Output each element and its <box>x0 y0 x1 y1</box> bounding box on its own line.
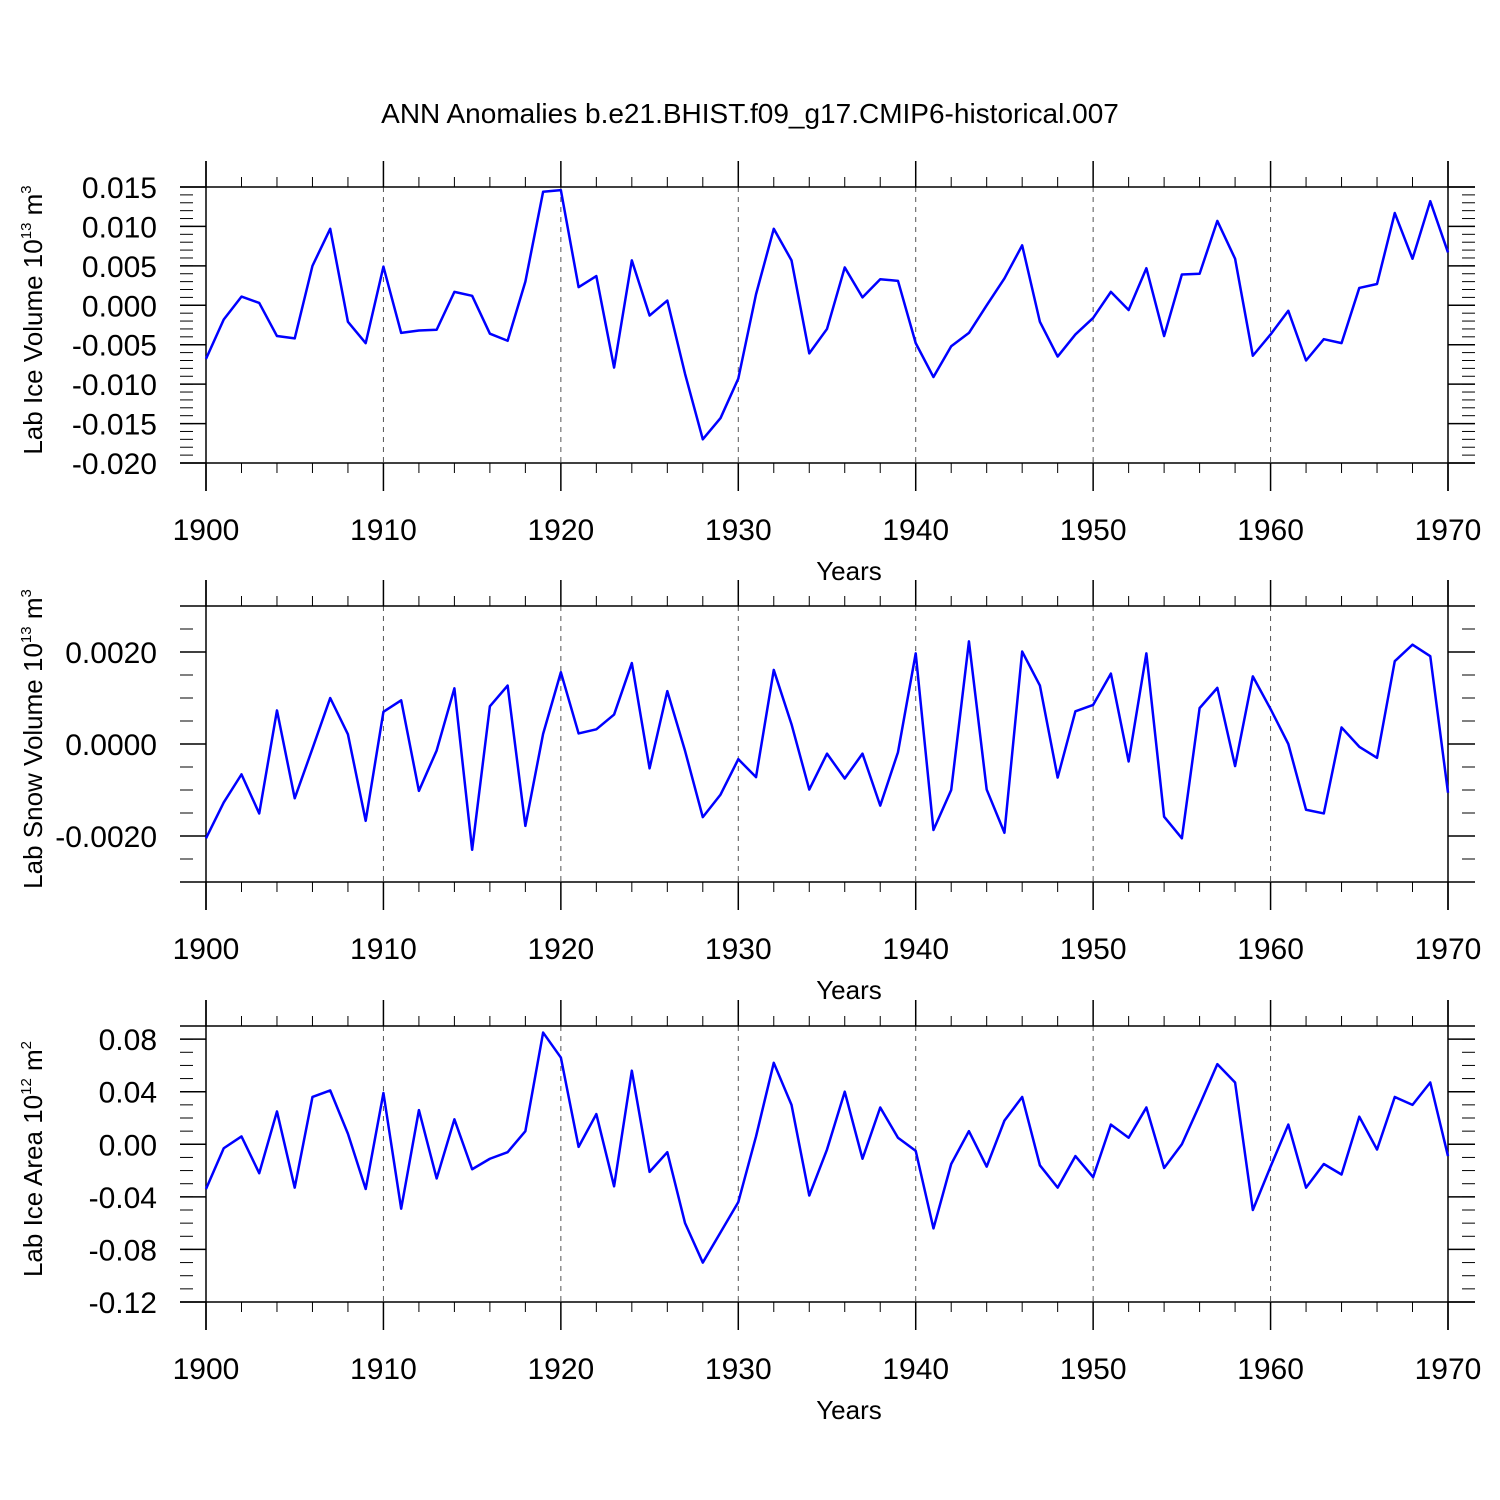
y-axis-label-exp: 12 <box>18 1078 35 1095</box>
x-tick-label: 1910 <box>350 933 417 966</box>
x-tick-label: 1950 <box>1060 1353 1127 1386</box>
y-tick-label: 0.010 <box>82 211 157 244</box>
x-tick-label: 1940 <box>882 933 949 966</box>
x-tick-label: 1960 <box>1237 933 1304 966</box>
x-tick-label: 1940 <box>882 514 949 547</box>
x-tick-label: 1950 <box>1060 514 1127 547</box>
y-tick-label: -0.0020 <box>55 821 157 854</box>
y-tick-label: 0.08 <box>99 1024 157 1057</box>
y-tick-label: 0.0000 <box>65 729 157 762</box>
x-tick-label: 1920 <box>527 1353 594 1386</box>
y-axis-label-unit: m <box>18 1049 48 1078</box>
x-axis-label: Years <box>816 1395 882 1425</box>
x-tick-label: 1940 <box>882 1353 949 1386</box>
y-axis-label-unit: m <box>18 598 48 627</box>
figure-title: ANN Anomalies b.e21.BHIST.f09_g17.CMIP6-… <box>381 98 1119 129</box>
x-tick-label: 1910 <box>350 1353 417 1386</box>
series-line <box>204 1031 1450 1264</box>
x-tick-label: 1950 <box>1060 933 1127 966</box>
y-tick-label: -0.08 <box>89 1234 157 1267</box>
y-tick-label: -0.010 <box>72 369 157 402</box>
y-axis-label-unit-exp: 2 <box>18 1041 35 1049</box>
y-axis-label-exp: 13 <box>18 223 35 240</box>
y-axis-label-unit: m <box>18 194 48 223</box>
y-axis-label-exp: 13 <box>18 626 35 643</box>
y-tick-label: -0.12 <box>89 1287 157 1320</box>
series-line <box>204 640 1450 852</box>
chart-panel-1: 1900 1910 1920 1930 1940 1950 1960 1970 -0.020 -0… <box>18 161 1481 586</box>
y-tick-label: 0.04 <box>99 1077 157 1110</box>
y-tick-label: 0.0020 <box>65 637 157 670</box>
y-tick-label: 0.000 <box>82 290 157 323</box>
y-axis-label: Lab Ice Volume 1013 m3 <box>18 185 48 454</box>
y-axis-label: Lab Snow Volume 1013 m3 <box>18 589 48 889</box>
x-tick-label: 1930 <box>705 1353 772 1386</box>
chart-panel-2: 1900 1910 1920 1930 1940 1950 1960 1970 -0.0020 0… <box>18 580 1481 1005</box>
y-axis-label-base: Lab Ice Volume 10 <box>18 239 48 454</box>
chart-panel-3: 1900 1910 1920 1930 1940 1950 1960 1970 -0.12 -0.… <box>18 1000 1481 1425</box>
y-tick-label: -0.020 <box>72 448 157 481</box>
y-axis-label-base: Lab Ice Area 10 <box>18 1095 48 1277</box>
y-tick-label: 0.015 <box>82 172 157 205</box>
y-tick-label: -0.04 <box>89 1182 157 1215</box>
y-axis-label: Lab Ice Area 1012 m2 <box>18 1041 48 1277</box>
y-tick-label: 0.00 <box>99 1129 157 1162</box>
y-axis-label-unit-exp: 3 <box>18 185 35 193</box>
series-line <box>204 188 1450 441</box>
x-tick-label: 1970 <box>1415 933 1482 966</box>
x-tick-label: 1900 <box>173 933 240 966</box>
x-axis-label: Years <box>816 556 882 586</box>
y-tick-label: -0.015 <box>72 409 157 442</box>
x-tick-label: 1970 <box>1415 514 1482 547</box>
chart-panels: 1900 1910 1920 1930 1940 1950 1960 1970 -0.020 -0… <box>18 161 1481 1425</box>
x-tick-label: 1960 <box>1237 514 1304 547</box>
x-tick-label: 1910 <box>350 514 417 547</box>
y-axis-label-base: Lab Snow Volume 10 <box>18 643 48 889</box>
x-axis-label: Years <box>816 975 882 1005</box>
x-tick-label: 1900 <box>173 1353 240 1386</box>
x-tick-label: 1930 <box>705 933 772 966</box>
x-tick-label: 1900 <box>173 514 240 547</box>
y-tick-label: 0.005 <box>82 251 157 284</box>
y-tick-label: -0.005 <box>72 330 157 363</box>
y-axis-label-unit-exp: 3 <box>18 589 35 597</box>
x-tick-label: 1970 <box>1415 1353 1482 1386</box>
x-tick-label: 1930 <box>705 514 772 547</box>
x-tick-label: 1920 <box>527 933 594 966</box>
x-tick-label: 1920 <box>527 514 594 547</box>
x-tick-label: 1960 <box>1237 1353 1304 1386</box>
